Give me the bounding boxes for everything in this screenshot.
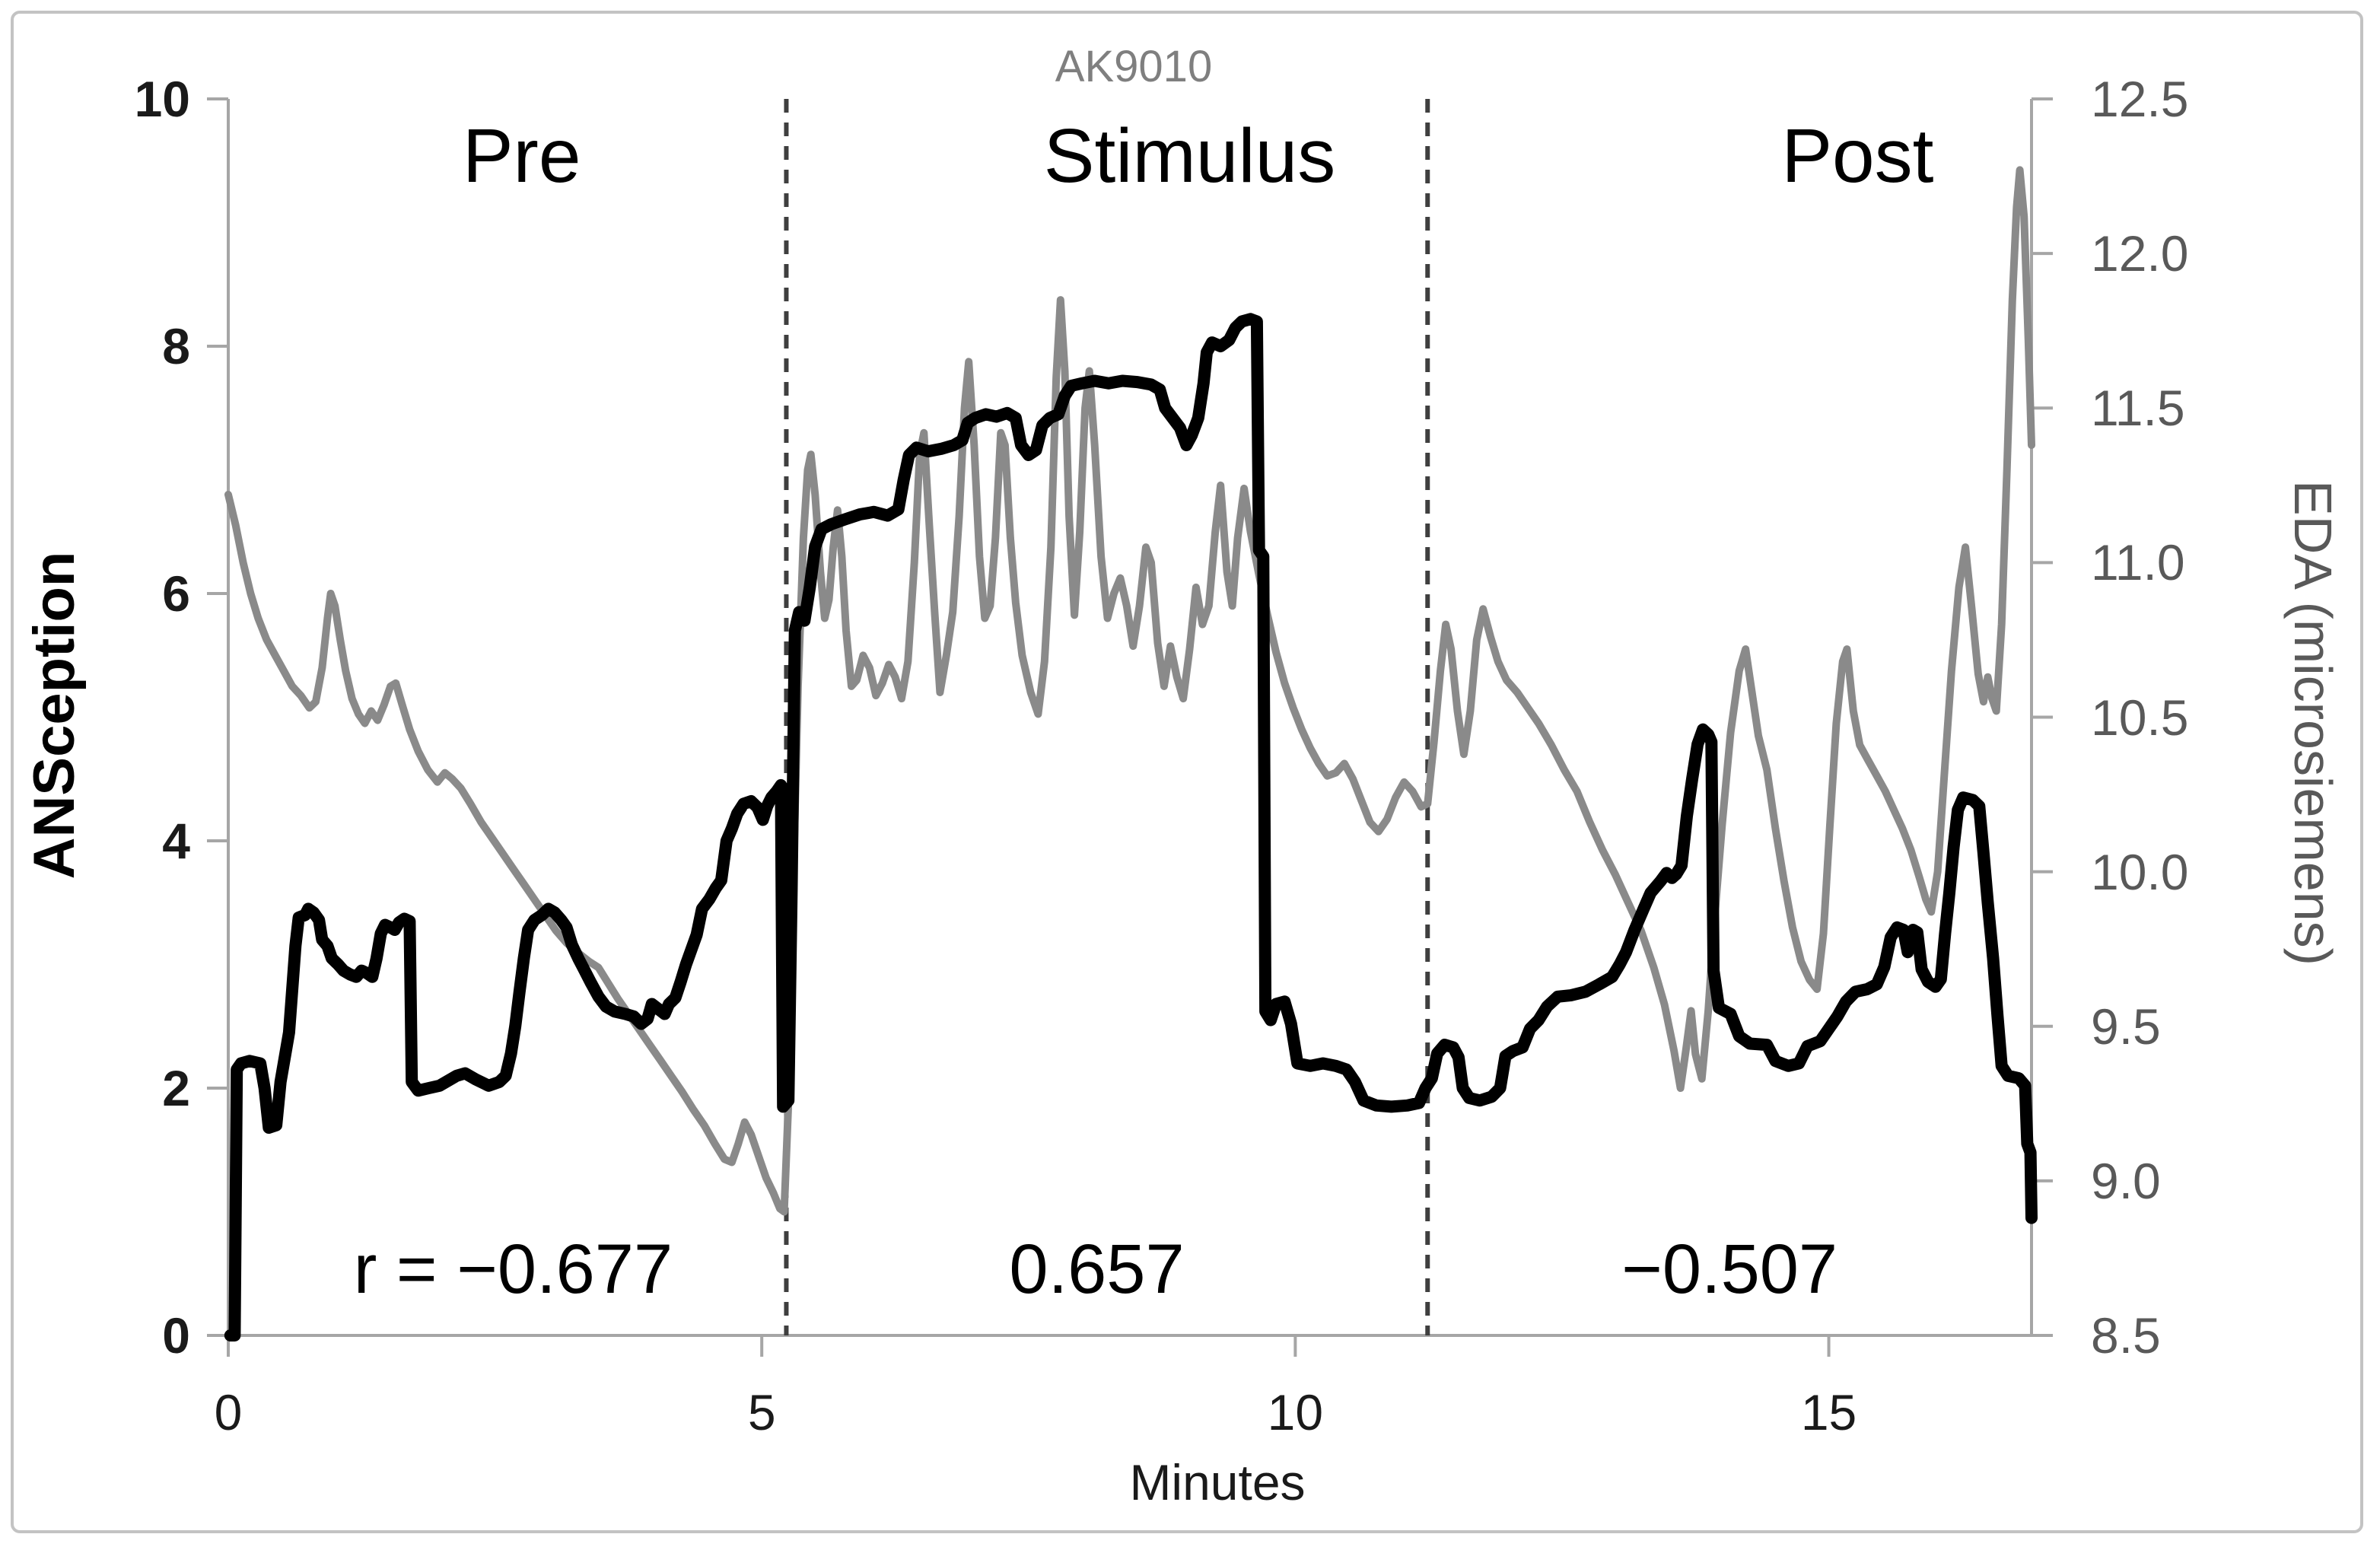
x-axis-title: Minutes (1129, 1454, 1306, 1510)
ansception-series-line (224, 313, 2038, 1342)
figure-border (11, 11, 2363, 1533)
phase-label-post: Post (1781, 113, 1934, 199)
right-axis-tick-label: 8.5 (2091, 1307, 2161, 1364)
right-axis-tick-label: 10.0 (2091, 843, 2189, 900)
right-axis-tick-label: 11.0 (2091, 534, 2185, 591)
left-axis-tick-label: 6 (162, 565, 190, 622)
right-axis-tick-label: 12.0 (2091, 225, 2189, 282)
right-axis-tick-label: 9.0 (2091, 1152, 2161, 1209)
chart-title: AK9010 (1055, 42, 1213, 91)
left-axis-tick-label: 0 (162, 1307, 190, 1364)
correlation-label-stimulus: 0.657 (1009, 1230, 1185, 1308)
eda-series-line (224, 166, 2035, 1216)
right-axis-tick-label: 10.5 (2091, 689, 2189, 746)
phase-label-stimulus: Stimulus (1043, 113, 1336, 199)
correlation-label-pre: r = −0.677 (353, 1230, 673, 1308)
left-axis-tick-label: 10 (134, 71, 190, 127)
left-axis-tick-label: 4 (162, 813, 190, 869)
correlation-label-post: −0.507 (1621, 1230, 1838, 1308)
right-axis-tick-label: 11.5 (2091, 380, 2185, 437)
left-axis-tick-label: 8 (162, 318, 190, 374)
phase-label-pre: Pre (462, 113, 581, 199)
x-axis-tick-label: 10 (1267, 1384, 1324, 1440)
x-axis-tick-label: 15 (1800, 1384, 1857, 1440)
x-axis-tick-label: 0 (214, 1384, 243, 1440)
left-axis-title: ANSception (22, 551, 87, 880)
right-axis-title: EDA (microsiemens) (2283, 480, 2343, 966)
right-axis-tick-label: 12.5 (2091, 71, 2189, 127)
left-axis-tick-label: 2 (162, 1060, 190, 1116)
right-axis-tick-label: 9.5 (2091, 998, 2161, 1055)
x-axis-tick-label: 5 (747, 1384, 776, 1440)
